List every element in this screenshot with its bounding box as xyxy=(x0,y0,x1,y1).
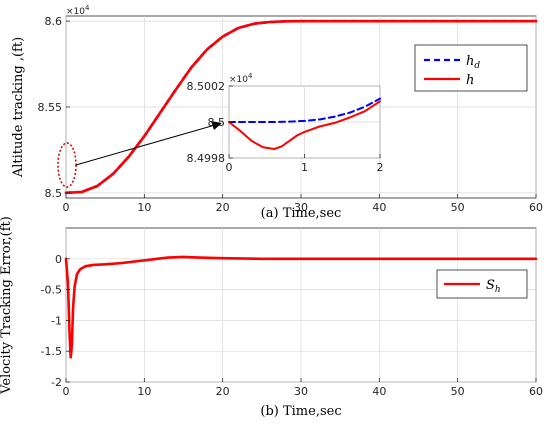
inset-panel: 0 1 2 8.4998 8.5 8.5002 ×104 xyxy=(187,72,384,174)
bottom-legend: Sh xyxy=(436,269,528,299)
bottom-x-tick-label: 50 xyxy=(451,385,465,398)
inset-y-tick-label: 8.5 xyxy=(208,116,226,129)
zoom-arrow-line xyxy=(75,124,216,166)
zoom-arrow-head xyxy=(211,121,222,130)
bottom-series xyxy=(64,255,538,359)
legend-h-label: h xyxy=(466,73,474,88)
bottom-y-tick-label: -1.5 xyxy=(41,345,62,358)
top-x-tick-label: 40 xyxy=(372,201,386,214)
bottom-x-tick-label: 40 xyxy=(372,385,386,398)
top-y-tick-label: 8.6 xyxy=(45,15,63,28)
inset-ticks: 0 1 2 8.4998 8.5 8.5002 xyxy=(187,80,384,174)
top-y-axis-label: Altitude tracking ,(ft) xyxy=(11,37,26,178)
inset-y-multiplier: ×104 xyxy=(229,72,253,85)
top-x-tick-label: 50 xyxy=(451,201,465,214)
bottom-series-line-s-h xyxy=(64,255,538,359)
top-y-multiplier: ×104 xyxy=(66,4,90,17)
legend-hd-label: hd xyxy=(466,54,480,71)
bottom-x-tick-label: 60 xyxy=(529,385,543,398)
bottom-y-tick-label: -0.5 xyxy=(41,284,62,297)
bottom-y-tick-label: 0 xyxy=(55,253,62,266)
inset-series-line-h-d xyxy=(228,97,381,123)
top-panel: 0 10 20 30 40 50 608.58.558.6 ×104 (a) Time,se… xyxy=(11,4,543,221)
bottom-x-axis-label: (b) Time,sec xyxy=(260,404,341,419)
bottom-ticks: 0 10 20 30 40 50 60 -2 -1.5 -1 -0.5 0 xyxy=(41,253,543,398)
inset-x-tick-label: 1 xyxy=(301,161,308,174)
inset-y-tick-label: 8.5002 xyxy=(187,80,226,93)
top-x-tick-label: 30 xyxy=(294,201,308,214)
bottom-y-tick-label: -1 xyxy=(51,314,62,327)
top-legend-box xyxy=(414,44,528,92)
bottom-y-axis-label: Velocity Tracking Error,(ft) xyxy=(0,216,14,395)
bottom-panel: 0 10 20 30 40 50 60-2-1.5-1-0.50 (b) Time,sec … xyxy=(0,216,543,419)
top-y-tick-label: 8.5 xyxy=(45,187,63,200)
top-x-tick-label: 0 xyxy=(63,201,70,214)
inset-x-tick-label: 0 xyxy=(226,161,233,174)
bottom-x-tick-label: 20 xyxy=(216,385,230,398)
bottom-x-tick-label: 30 xyxy=(294,385,308,398)
inset-x-tick-label: 2 xyxy=(377,161,384,174)
top-ticks: 0 10 20 30 40 50 608.58.558.6 xyxy=(38,15,544,214)
bottom-x-tick-label: 0 xyxy=(63,385,70,398)
inset-y-tick-label: 8.4998 xyxy=(187,152,226,165)
top-legend: hd h xyxy=(414,44,528,92)
top-x-tick-label: 20 xyxy=(216,201,230,214)
top-x-axis-label: (a) Time,sec xyxy=(261,206,342,221)
bottom-x-tick-label: 10 xyxy=(137,385,151,398)
legend-sh-label: Sh xyxy=(486,278,501,295)
top-series-line-h xyxy=(64,19,538,195)
bottom-y-tick-label: -2 xyxy=(51,376,62,389)
top-x-tick-label: 10 xyxy=(137,201,151,214)
top-x-tick-label: 60 xyxy=(529,201,543,214)
inset-series-line-h xyxy=(228,100,381,150)
top-series xyxy=(64,19,538,195)
inset-series xyxy=(228,97,381,150)
top-y-tick-label: 8.55 xyxy=(38,101,63,114)
